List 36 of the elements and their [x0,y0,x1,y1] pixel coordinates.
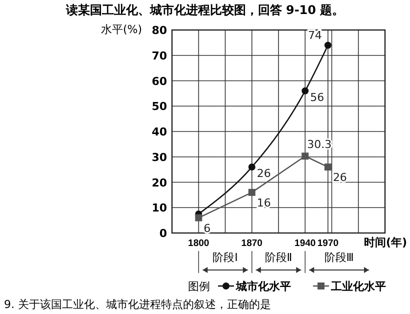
legend-title: 图例 [188,280,210,293]
y-tick-label: 10 [152,202,168,215]
text: 阶段Ⅲ [324,251,354,264]
y-tick-label: 80 [152,24,168,37]
point [324,164,332,171]
y-tick-label: 70 [152,49,168,62]
y-axis-title: 水平(%) [100,23,142,36]
y-tick-label: 30 [152,150,168,164]
data-label: 56 [310,90,324,104]
y-tick-label: 0 [159,227,168,240]
point [248,188,256,196]
data-label: 74 [308,29,322,42]
point [302,87,309,94]
legend-label: 工业化水平 [330,280,386,293]
chart-title: 读某国工业化、城市化进程比较图，回答 9-10 题。 [64,3,344,17]
x-tick-label: 1800 [188,238,210,249]
data-label: 6 [204,222,211,235]
x-tick-label: 1940 [294,238,316,249]
x-tick-label: 1970 [317,238,339,249]
legend-label: 城市化水平 [235,280,291,293]
point [302,152,309,160]
data-label: 26 [332,171,347,184]
data-label: 16 [256,196,271,210]
text: 9. 关于该国工业化、城市化进程特点的叙述，正确的是 [4,298,271,311]
point [324,42,332,49]
text: 阶段Ⅱ [264,251,292,264]
y-tick-label: 50 [152,100,168,114]
y-tick-label: 60 [152,74,168,88]
y-tick-label: 20 [152,176,168,190]
point [195,214,202,222]
x-tick-label: 1870 [241,238,262,249]
y-tick-label: 40 [152,126,168,138]
point [248,164,256,171]
data-label: 26 [256,167,271,180]
x-axis-title: 时间(年) [364,236,407,249]
text: 阶段Ⅰ [212,251,238,264]
